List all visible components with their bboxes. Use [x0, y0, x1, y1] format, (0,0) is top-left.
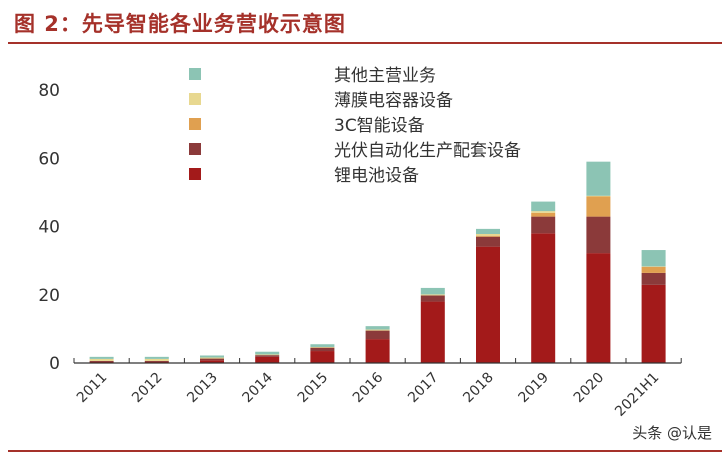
- bar-segment: [641, 272, 666, 285]
- y-tick-label: 0: [49, 354, 60, 374]
- bar-segment: [476, 235, 500, 237]
- x-tick-label: 2014: [240, 369, 277, 406]
- bar-segment: [89, 360, 114, 362]
- x-tick-label: 2012: [129, 370, 166, 407]
- bar-segment: [531, 201, 556, 212]
- x-tick-label: 2015: [295, 370, 332, 407]
- legend-swatch: [189, 68, 201, 80]
- x-tick-label: 2018: [460, 370, 497, 407]
- bar-segment: [255, 355, 280, 357]
- x-tick-label: 2013: [184, 370, 221, 407]
- bar-segment: [476, 228, 500, 235]
- bar-segment: [531, 233, 556, 363]
- bar-segment: [144, 360, 169, 362]
- bar-segment: [586, 253, 611, 363]
- bar-segment: [144, 356, 169, 359]
- y-tick-label: 40: [38, 218, 60, 238]
- bar-segment: [365, 329, 390, 331]
- x-tick-label: 2016: [350, 369, 387, 406]
- bar-segment: [476, 236, 500, 247]
- legend-swatch: [189, 93, 201, 105]
- x-tick-label: 2017: [405, 370, 442, 407]
- watermark: 头条 @认是: [632, 424, 712, 442]
- bar-segment: [586, 195, 611, 197]
- legend-label: 其他主营业务: [334, 66, 436, 86]
- bar-segment: [200, 360, 224, 363]
- x-tick-label: 2019: [516, 370, 553, 407]
- bar-segment: [476, 246, 500, 363]
- bar-segment: [310, 344, 335, 347]
- x-tick-label: 2011: [74, 370, 111, 407]
- bar-segment: [531, 212, 556, 217]
- legend-swatch: [189, 168, 201, 180]
- bar-segment: [144, 358, 169, 361]
- figure-title: 图 2：先导智能各业务营收示意图: [14, 12, 346, 36]
- bar-segment: [200, 357, 224, 359]
- legend-label: 光伏自动化生产配套设备: [334, 141, 521, 161]
- bar-segment: [89, 356, 114, 359]
- bar-segment: [200, 358, 224, 361]
- legend-label: 薄膜电容器设备: [334, 91, 453, 111]
- bar-segment: [365, 326, 390, 330]
- bar-segment: [310, 351, 335, 363]
- bottom-rule: [8, 450, 722, 452]
- y-tick-label: 80: [38, 81, 60, 101]
- legend-swatch: [189, 118, 201, 130]
- legend-label: 3C智能设备: [334, 116, 425, 136]
- bar-segment: [420, 294, 445, 296]
- x-tick-label: 2020: [571, 370, 608, 407]
- x-tick-label: 2021H1: [612, 370, 662, 420]
- bar-segment: [255, 354, 280, 356]
- bar-segment: [641, 266, 666, 273]
- bar-segment: [586, 161, 611, 196]
- bar-segment: [531, 216, 556, 234]
- legend-label: 锂电池设备: [334, 166, 419, 186]
- bar-segment: [641, 250, 666, 267]
- legend-swatch: [189, 143, 201, 155]
- bar-segment: [476, 234, 500, 236]
- bar-segment: [255, 351, 280, 355]
- bar-segment: [420, 301, 445, 363]
- bar-segment: [200, 355, 224, 358]
- bar-segment: [586, 216, 611, 254]
- bar-segment: [310, 347, 335, 352]
- bar-segment: [255, 356, 280, 363]
- title-rule: [8, 42, 722, 44]
- bar-segment: [365, 339, 390, 363]
- bar-segment: [420, 295, 445, 302]
- bar-segment: [641, 284, 666, 363]
- bar-segment: [586, 196, 611, 217]
- y-tick-label: 20: [38, 286, 60, 306]
- bar-segment: [420, 287, 445, 295]
- bar-segment: [89, 358, 114, 361]
- bar-segment: [310, 346, 335, 348]
- bar-segment: [531, 211, 556, 213]
- y-tick-label: 60: [38, 149, 60, 169]
- bar-segment: [365, 330, 390, 340]
